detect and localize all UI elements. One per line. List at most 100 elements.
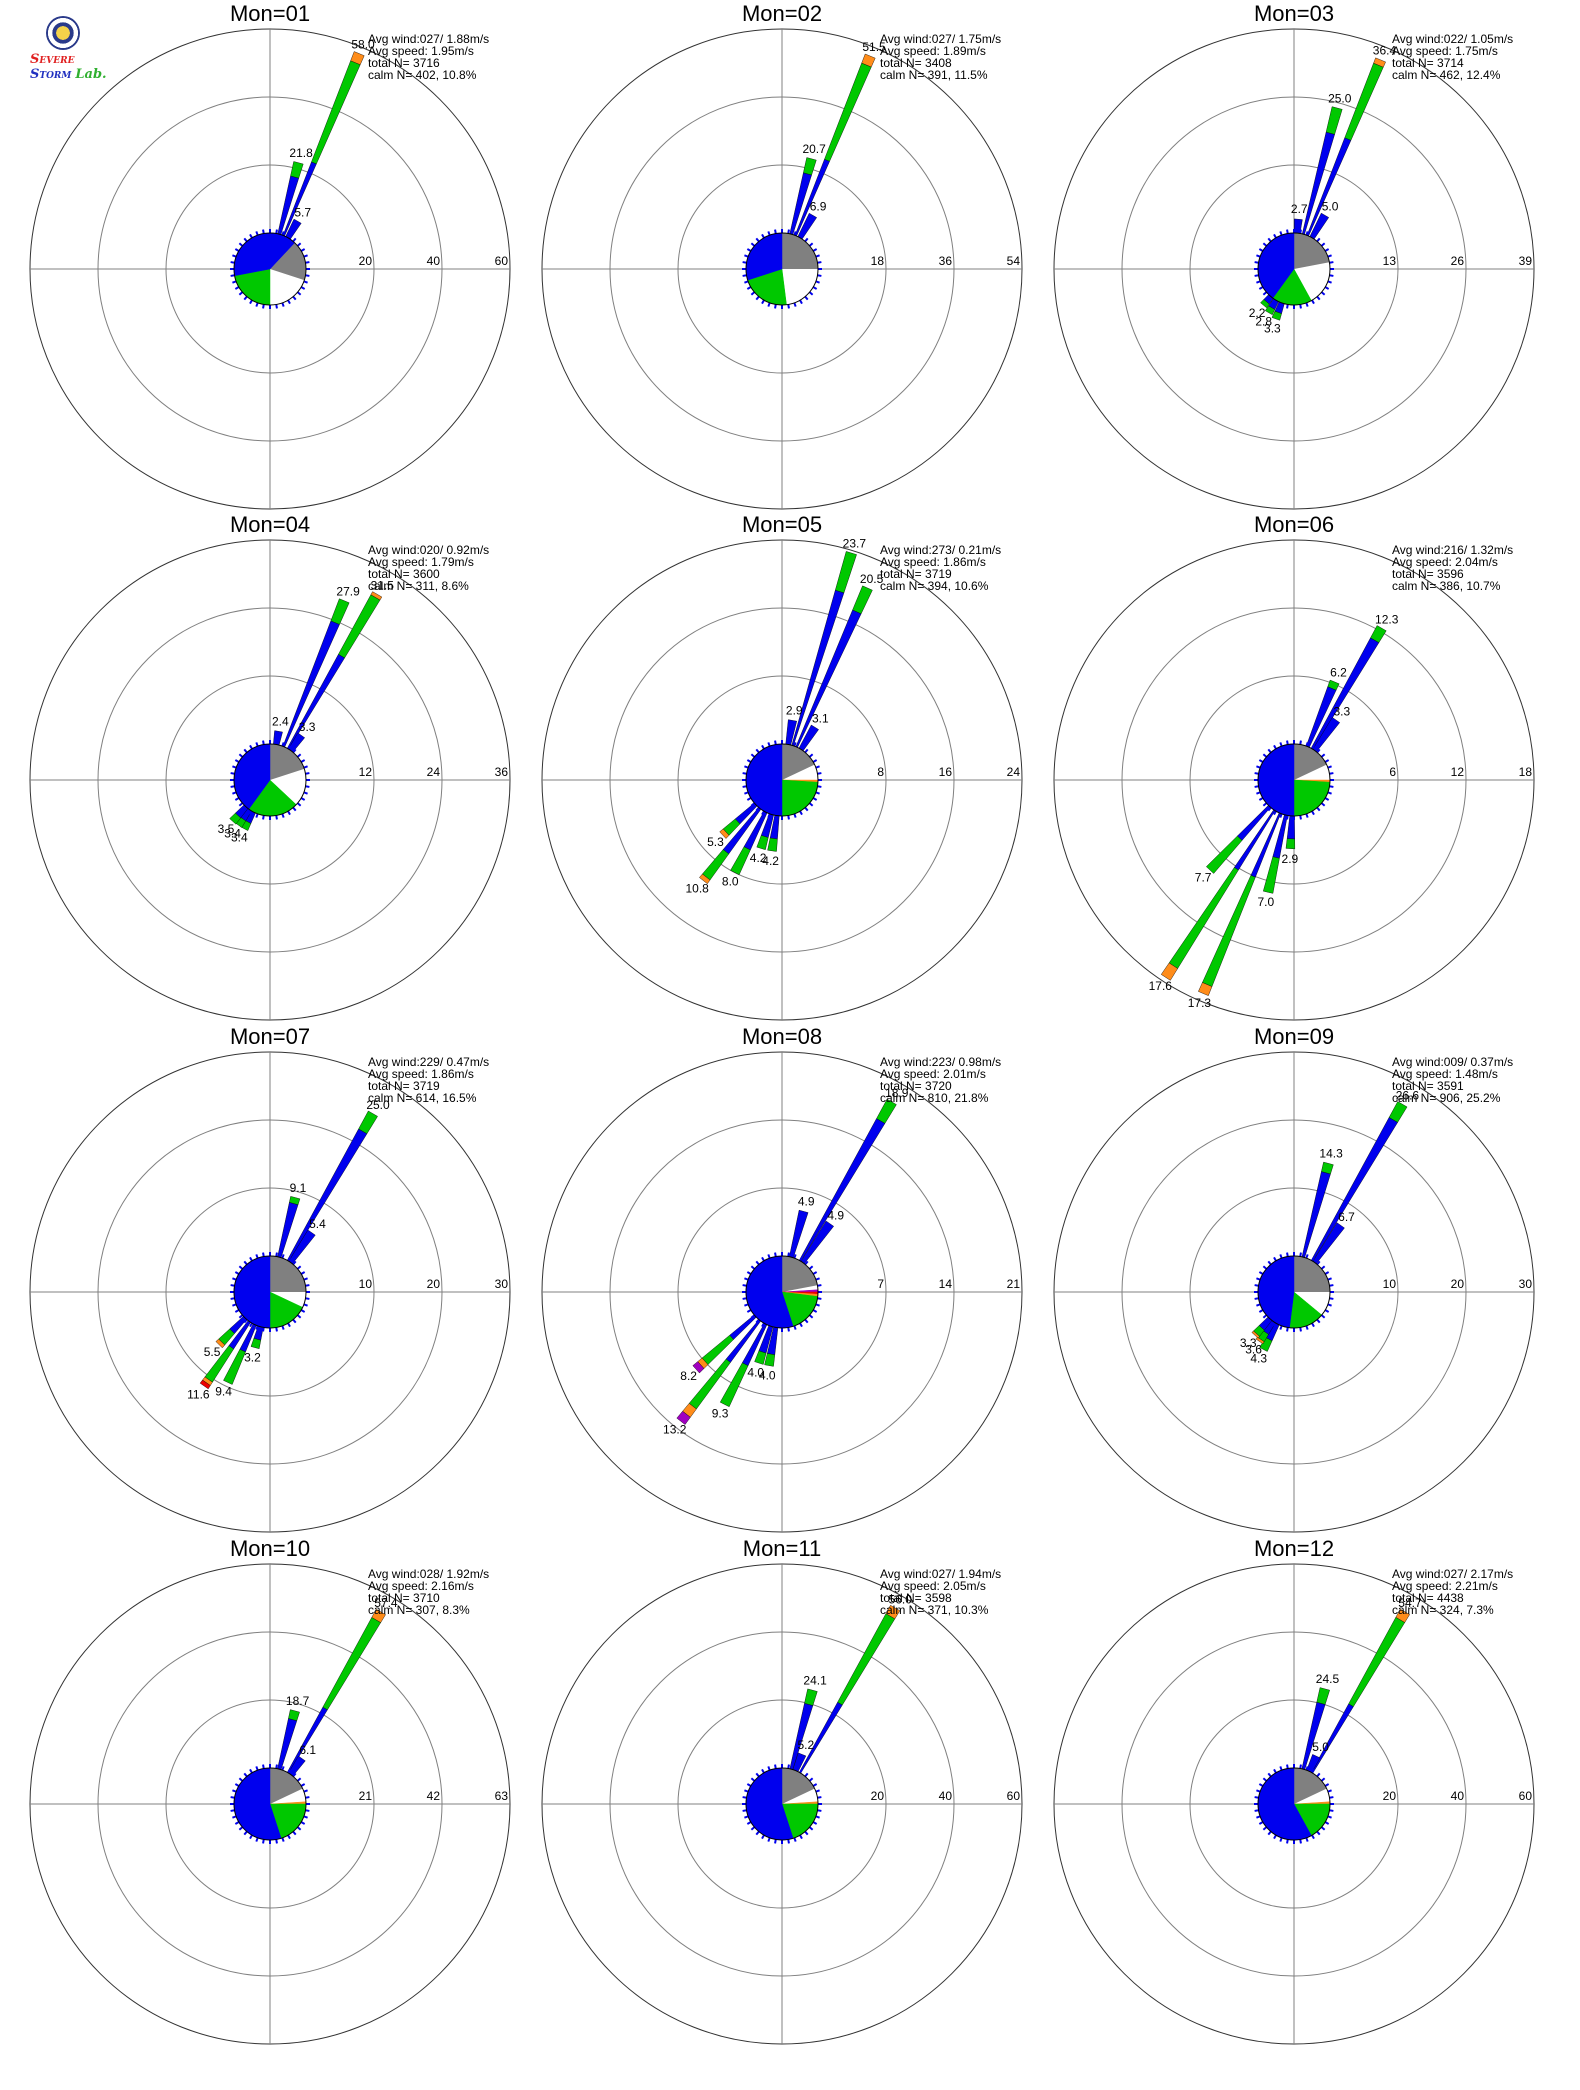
minor-direction-bar: [799, 1256, 803, 1262]
minor-direction-bar: [1279, 813, 1283, 818]
petal-label: 17.6: [1149, 979, 1173, 993]
minor-direction-bar: [1273, 744, 1277, 750]
panel-stat-line: calm N= 371, 10.3%: [880, 1603, 989, 1617]
ring-label: 40: [1451, 1789, 1465, 1803]
minor-direction-bar: [1286, 1764, 1289, 1769]
minor-direction-bar: [305, 1284, 310, 1287]
petal-segment: [1255, 1336, 1265, 1345]
minor-direction-bar: [1305, 1837, 1309, 1842]
minor-direction-bar: [262, 1764, 265, 1769]
petal-label: 25.0: [366, 1098, 390, 1112]
minor-direction-bar: [1327, 1277, 1332, 1281]
minor-direction-bar: [287, 1768, 291, 1774]
minor-direction-bar: [232, 1815, 237, 1819]
minor-direction-bar: [1327, 280, 1332, 284]
minor-direction-bar: [808, 1265, 814, 1270]
minor-direction-bar: [787, 1839, 790, 1844]
minor-direction-bar: [804, 1260, 809, 1266]
minor-direction-bar: [305, 274, 310, 277]
petal-segment: [1262, 856, 1280, 894]
minor-direction-bar: [305, 772, 310, 775]
minor-direction-bar: [812, 286, 818, 290]
panel-stat-line: Avg wind:216/ 1.32m/s: [1392, 543, 1513, 557]
minor-direction-bar: [817, 772, 822, 775]
minor-direction-bar: [238, 802, 244, 807]
minor-direction-bar: [799, 744, 803, 750]
ring-label: 60: [1007, 1789, 1021, 1803]
petal-segment: [1325, 106, 1343, 135]
minor-direction-bar: [232, 280, 237, 284]
minor-direction-bar: [808, 802, 814, 807]
minor-direction-bar: [761, 299, 765, 305]
minor-direction-bar: [1324, 797, 1330, 801]
minor-direction-bar: [1324, 248, 1330, 252]
minor-direction-bar: [287, 744, 291, 750]
lab-logo-text: SEVERE STORM Lab.: [30, 52, 107, 82]
ring-label: 14: [939, 1277, 953, 1291]
petal-label: 9.4: [215, 1385, 232, 1399]
petal-label: 2.9: [1282, 852, 1299, 866]
minor-direction-bar: [255, 302, 259, 307]
minor-direction-bar: [262, 1839, 265, 1844]
ring-label: 12: [1451, 765, 1465, 779]
petal-label: 26.6: [1396, 1089, 1420, 1103]
minor-direction-bar: [746, 248, 752, 252]
minor-direction-bar: [1254, 1809, 1259, 1812]
minor-direction-bar: [232, 254, 237, 258]
minor-direction-bar: [249, 299, 253, 305]
panel-title: Mon=01: [230, 1, 310, 26]
petal-segment: [1160, 962, 1178, 981]
minor-direction-bar: [750, 1826, 756, 1831]
minor-direction-bar: [230, 274, 235, 277]
minor-direction-bar: [300, 1309, 306, 1313]
panel-title: Mon=08: [742, 1024, 822, 1049]
minor-direction-bar: [1305, 813, 1309, 818]
panel-title: Mon=02: [742, 1, 822, 26]
minor-direction-bar: [232, 765, 237, 769]
minor-direction-bar: [275, 304, 278, 309]
panel-stat-line: calm N= 394, 10.6%: [880, 579, 989, 593]
center-pie-slice: [270, 768, 306, 805]
minor-direction-bar: [281, 1766, 285, 1771]
minor-direction-bar: [815, 1789, 820, 1793]
minor-direction-bar: [1286, 1252, 1289, 1257]
minor-direction-bar: [1273, 1768, 1277, 1774]
minor-direction-bar: [281, 742, 285, 747]
petal-segment: [803, 157, 817, 176]
minor-direction-bar: [1286, 1327, 1289, 1332]
center-pie-outline: [1257, 1767, 1331, 1841]
panel-stat-line: calm N= 614, 16.5%: [368, 1091, 477, 1105]
minor-direction-bar: [243, 1772, 248, 1778]
panel-stat-line: calm N= 324, 7.3%: [1392, 1603, 1494, 1617]
petal-segment: [785, 719, 797, 746]
petal-segment: [861, 53, 876, 68]
minor-direction-bar: [1324, 286, 1330, 290]
minor-direction-bar: [767, 813, 771, 818]
panel-stat-line: Avg speed: 1.95m/s: [368, 44, 474, 58]
minor-direction-bar: [1305, 302, 1309, 307]
minor-direction-bar: [812, 1309, 818, 1313]
minor-direction-bar: [305, 1809, 310, 1812]
petal-segment: [719, 1362, 749, 1408]
windrose-panel: Mon=08 7 14 21 18.9 4.9 4.9 13.2 9.3 8.2 4.04.0 Avg…: [541, 1024, 1023, 1533]
petal-label: 14.3: [1319, 1147, 1343, 1161]
minor-direction-bar: [774, 1764, 777, 1769]
minor-direction-bar: [232, 1303, 237, 1307]
minor-direction-bar: [292, 1830, 297, 1836]
panel-stat-line: Avg wind:273/ 0.21m/s: [880, 543, 1001, 557]
minor-direction-bar: [774, 304, 777, 309]
petal-segment: [837, 1613, 896, 1706]
ring-label: 20: [871, 1789, 885, 1803]
ring-label: 42: [427, 1789, 441, 1803]
minor-direction-bar: [815, 254, 820, 258]
minor-direction-bar: [262, 304, 265, 309]
petal-segment: [1395, 1608, 1410, 1623]
minor-direction-bar: [1324, 1309, 1330, 1313]
ring-label: 54: [1007, 254, 1021, 268]
center-pie-slice: [781, 779, 819, 817]
panel-stat-line: Avg speed: 2.01m/s: [880, 1067, 986, 1081]
minor-direction-bar: [761, 1768, 765, 1774]
minor-direction-bar: [744, 1789, 749, 1793]
minor-direction-bar: [281, 813, 285, 818]
minor-direction-bar: [767, 1766, 771, 1771]
